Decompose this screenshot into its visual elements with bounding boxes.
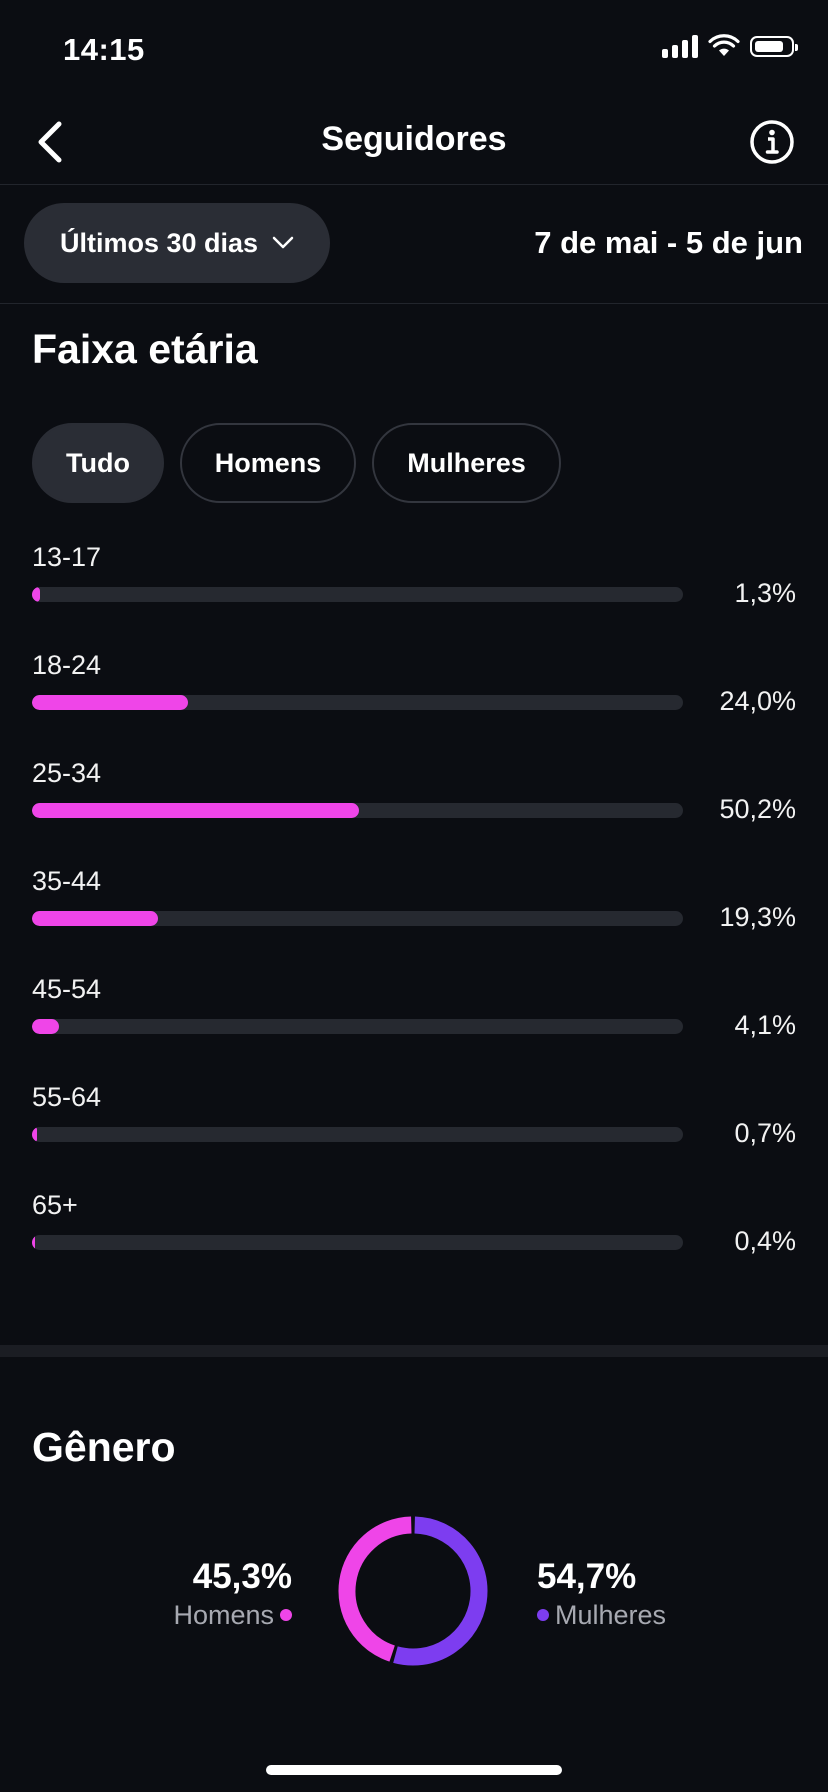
donut-segment-women (393, 1516, 488, 1666)
age-bar-fill (32, 695, 189, 710)
age-bar-fill (32, 587, 41, 602)
age-bar-track (32, 1019, 683, 1034)
home-indicator[interactable] (266, 1765, 562, 1775)
women-legend-dot (537, 1609, 549, 1621)
age-bar-fill (32, 1127, 37, 1142)
status-time: 14:15 (63, 32, 145, 67)
period-dropdown[interactable]: Últimos 30 dias (24, 203, 330, 283)
back-button[interactable] (20, 114, 80, 170)
donut-segment-men (338, 1516, 412, 1662)
gender-women-stat: 54,7% Mulheres (537, 1557, 666, 1633)
wifi-icon (708, 34, 740, 56)
age-bar-track (32, 803, 683, 818)
age-percent-value: 24,0% (719, 686, 796, 716)
women-percent: 54,7% (537, 1557, 637, 1596)
men-percent: 45,3% (192, 1557, 292, 1596)
section-divider (0, 1345, 828, 1357)
age-bar-track (32, 911, 683, 926)
chevron-left-icon (38, 121, 62, 163)
status-bar: 14:15 (0, 0, 828, 100)
age-filter-tabs: Tudo Homens Mulheres (32, 423, 561, 503)
age-bar-track (32, 587, 683, 602)
age-bar-track (32, 1127, 683, 1142)
page-title: Seguidores (321, 120, 507, 158)
status-icons (662, 34, 798, 58)
cellular-signal-icon (662, 34, 698, 58)
age-row: 13-17 1,3% (32, 542, 796, 632)
age-row: 65+ 0,4% (32, 1190, 796, 1280)
age-bar-fill (32, 1019, 59, 1034)
chevron-down-icon (272, 236, 294, 249)
men-legend-dot (280, 1609, 292, 1621)
age-row: 55-64 0,7% (32, 1082, 796, 1172)
period-label: Últimos 30 dias (59, 227, 259, 258)
tab-homens-label: Homens (214, 447, 322, 478)
age-bar-fill (32, 803, 359, 818)
women-label: Mulheres (555, 1600, 667, 1630)
age-range-label: 65+ (32, 1190, 78, 1220)
age-percent-value: 4,1% (734, 1010, 796, 1040)
battery-icon (750, 35, 798, 57)
age-row: 35-44 19,3% (32, 866, 796, 956)
filter-row: Últimos 30 dias 7 de mai - 5 de jun (0, 185, 828, 304)
tab-tudo[interactable]: Tudo (32, 423, 164, 503)
women-legend: Mulheres (537, 1597, 666, 1633)
men-legend: Homens (173, 1597, 292, 1633)
gender-donut-chart (338, 1516, 488, 1666)
age-percent-value: 19,3% (719, 902, 796, 932)
tab-homens[interactable]: Homens (180, 423, 356, 503)
tab-mulheres-label: Mulheres (407, 447, 526, 478)
age-bar-fill (32, 1235, 35, 1250)
age-row: 18-24 24,0% (32, 650, 796, 740)
gender-section-title: Gênero (32, 1424, 176, 1470)
age-percent-value: 1,3% (734, 578, 796, 608)
age-range-label: 45-54 (32, 974, 102, 1004)
age-range-label: 55-64 (32, 1082, 102, 1112)
age-bar-track (32, 1235, 683, 1250)
men-label: Homens (173, 1600, 274, 1630)
age-bar-fill (32, 911, 158, 926)
age-range-label: 13-17 (32, 542, 102, 572)
age-percent-value: 0,7% (734, 1118, 796, 1148)
tab-mulheres[interactable]: Mulheres (372, 423, 561, 503)
age-percent-value: 50,2% (719, 794, 796, 824)
nav-bar: Seguidores (0, 100, 828, 185)
tab-tudo-label: Tudo (66, 447, 130, 478)
age-bar-track (32, 695, 683, 710)
age-row: 25-34 50,2% (32, 758, 796, 848)
age-row: 45-54 4,1% (32, 974, 796, 1064)
info-button[interactable] (744, 114, 800, 170)
age-range-label: 35-44 (32, 866, 102, 896)
date-range: 7 de mai - 5 de jun (534, 225, 803, 260)
age-range-label: 25-34 (32, 758, 102, 788)
age-percent-value: 0,4% (734, 1226, 796, 1256)
gender-men-stat: 45,3% Homens (173, 1557, 292, 1633)
age-range-label: 18-24 (32, 650, 102, 680)
info-circle-icon (750, 120, 794, 164)
age-section-title: Faixa etária (32, 326, 258, 372)
